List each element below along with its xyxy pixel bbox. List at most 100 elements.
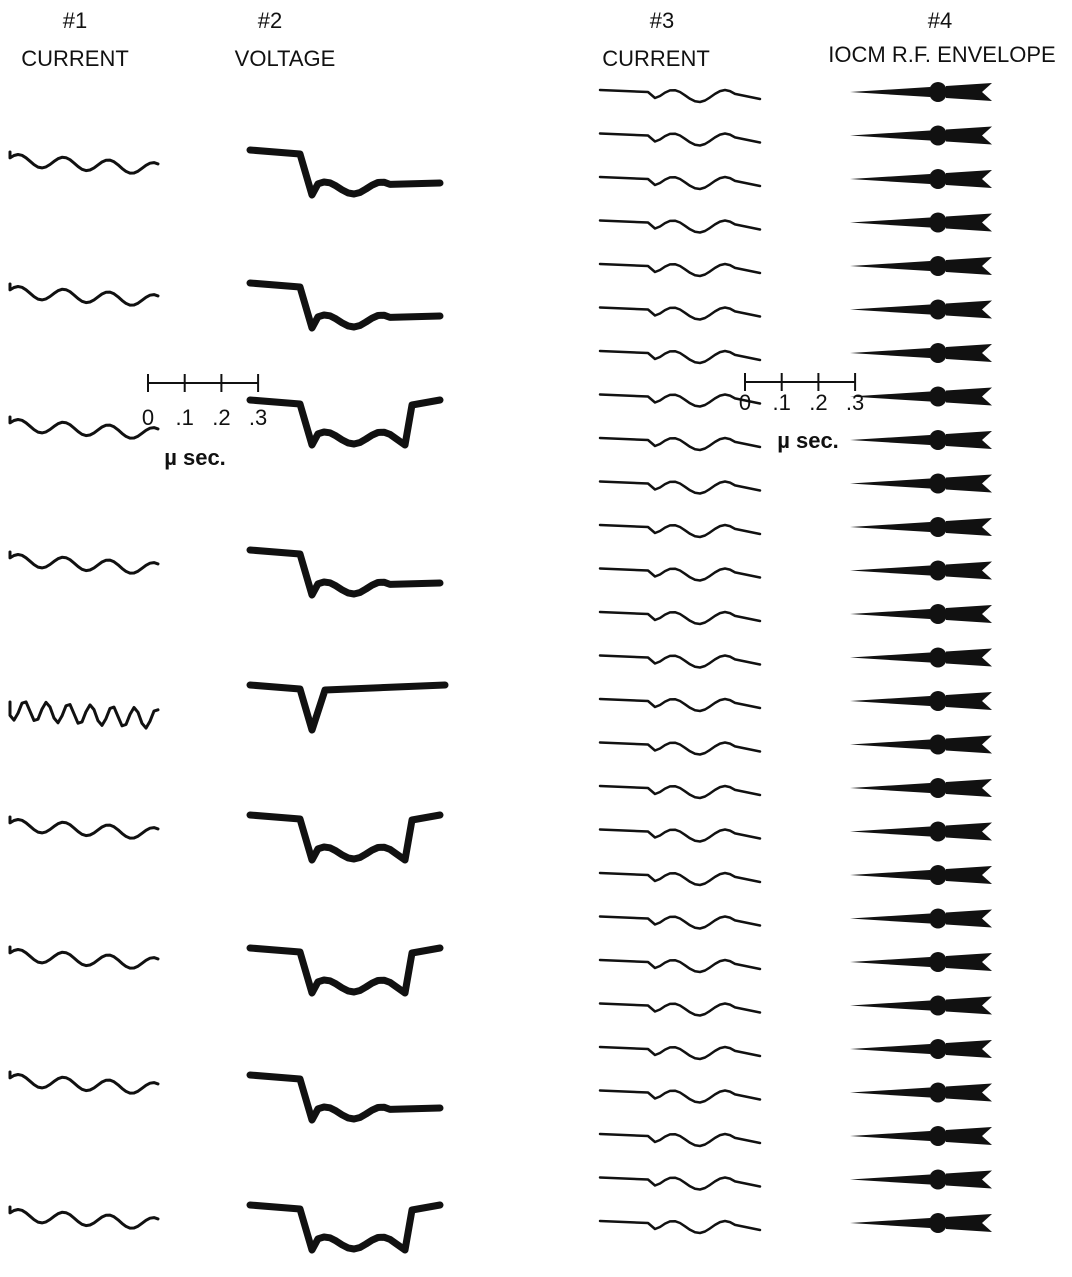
rf-envelope [946, 997, 992, 1015]
column-number: #1 [63, 8, 87, 33]
current-trace [600, 395, 760, 407]
rf-envelope [929, 822, 947, 842]
voltage-trace [250, 400, 440, 445]
current-trace [600, 177, 760, 189]
scale-label: .3 [846, 390, 864, 415]
rf-envelope [850, 131, 930, 141]
rf-envelope [946, 431, 992, 449]
rf-envelope [850, 609, 930, 619]
voltage-trace [250, 948, 440, 993]
rf-envelope [946, 953, 992, 971]
current-trace [600, 482, 760, 494]
rf-envelope [946, 83, 992, 101]
rf-envelope [929, 517, 947, 537]
current-trace [600, 917, 760, 929]
rf-envelope [850, 218, 930, 228]
rf-envelope [946, 257, 992, 275]
rf-envelope [850, 870, 930, 880]
rf-envelope [850, 348, 930, 358]
current-trace [600, 1004, 760, 1016]
rf-envelope [929, 343, 947, 363]
rf-envelope [929, 865, 947, 885]
rf-envelope [850, 1088, 930, 1098]
rf-envelope [850, 174, 930, 184]
current-trace [10, 552, 158, 573]
rf-envelope [850, 1044, 930, 1054]
rf-envelope [929, 126, 947, 146]
scale-label: .1 [773, 390, 791, 415]
current-trace [600, 525, 760, 537]
rf-envelope [946, 1084, 992, 1102]
rf-envelope [850, 435, 930, 445]
current-trace [600, 830, 760, 842]
column-label: CURRENT [21, 46, 129, 71]
rf-envelope [946, 910, 992, 928]
rf-envelope [929, 387, 947, 407]
current-trace [600, 743, 760, 755]
rf-envelope [946, 1040, 992, 1058]
voltage-trace [250, 1075, 440, 1120]
current-trace [600, 786, 760, 798]
current-trace [600, 656, 760, 668]
current-trace [600, 308, 760, 320]
rf-envelope [929, 430, 947, 450]
rf-envelope [946, 170, 992, 188]
current-trace [600, 90, 760, 102]
current-trace [10, 284, 158, 305]
rf-envelope [946, 779, 992, 797]
current-trace [600, 960, 760, 972]
rf-envelope [929, 169, 947, 189]
voltage-trace [250, 815, 440, 860]
rf-envelope [850, 696, 930, 706]
rf-envelope [929, 909, 947, 929]
scale-label: 0 [739, 390, 751, 415]
current-trace [600, 569, 760, 581]
rf-envelope [850, 914, 930, 924]
current-trace [10, 1072, 158, 1093]
rf-envelope [850, 522, 930, 532]
current-trace [600, 264, 760, 276]
rf-envelope [929, 474, 947, 494]
current-trace [10, 947, 158, 968]
rf-envelope [946, 605, 992, 623]
rf-envelope [929, 996, 947, 1016]
rf-envelope [850, 87, 930, 97]
rf-envelope [946, 649, 992, 667]
rf-envelope [929, 691, 947, 711]
rf-envelope [850, 1175, 930, 1185]
scale-unit: µ sec. [777, 428, 839, 453]
rf-envelope [929, 561, 947, 581]
rf-envelope [929, 735, 947, 755]
current-trace [600, 1178, 760, 1190]
current-trace [600, 873, 760, 885]
rf-envelope [946, 388, 992, 406]
rf-envelope [929, 256, 947, 276]
rf-envelope [946, 475, 992, 493]
column-label: IOCM R.F. ENVELOPE [828, 42, 1055, 67]
rf-envelope [929, 213, 947, 233]
rf-envelope [929, 604, 947, 624]
rf-envelope [946, 344, 992, 362]
column-label: VOLTAGE [235, 46, 336, 71]
scale-label: 0 [142, 405, 154, 430]
rf-envelope [946, 562, 992, 580]
rf-envelope [946, 127, 992, 145]
voltage-trace [250, 1205, 440, 1250]
rf-envelope [946, 301, 992, 319]
current-trace [600, 1047, 760, 1059]
rf-envelope [946, 692, 992, 710]
rf-envelope [946, 518, 992, 536]
rf-envelope [929, 778, 947, 798]
current-trace [10, 1207, 158, 1228]
current-trace [600, 1134, 760, 1146]
column-number: #3 [650, 8, 674, 33]
rf-envelope [850, 479, 930, 489]
rf-envelope [850, 1218, 930, 1228]
scale-label: .2 [809, 390, 827, 415]
rf-envelope [850, 261, 930, 271]
rf-envelope [946, 214, 992, 232]
scale-unit: µ sec. [164, 445, 226, 470]
current-trace [600, 221, 760, 233]
current-trace [600, 351, 760, 363]
rf-envelope [929, 82, 947, 102]
